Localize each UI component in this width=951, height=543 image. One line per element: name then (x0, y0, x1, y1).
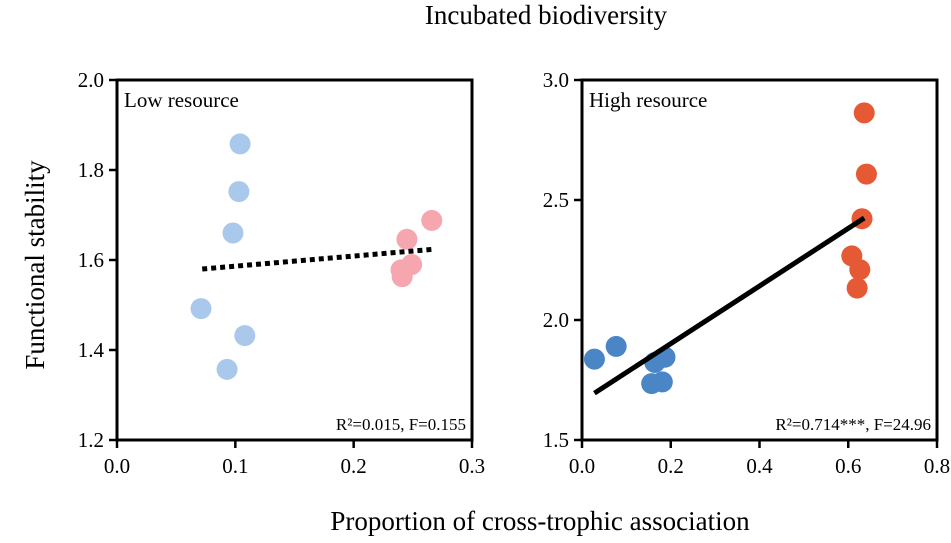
data-point-high-group-1 (651, 371, 673, 393)
regression-line (201, 246, 435, 272)
y-tick-label: 2.0 (78, 68, 104, 92)
x-tick-label: 0.6 (835, 454, 861, 478)
x-tick-label: 0.0 (104, 454, 130, 478)
x-tick-label: 0.8 (924, 454, 950, 478)
y-tick-label: 2.5 (543, 188, 569, 212)
y-tick-label: 1.4 (78, 338, 105, 362)
data-point-low-group-2 (421, 209, 443, 231)
y-tick-label: 3.0 (543, 68, 569, 92)
data-point-high-group-1 (583, 348, 605, 370)
data-point-low-group-1 (229, 133, 251, 155)
y-axis-label: Functional stability (20, 160, 50, 370)
panel-label: Low resource (124, 88, 239, 112)
data-point-low-group-1 (228, 181, 250, 203)
data-point-high-group-2 (853, 102, 875, 124)
x-tick-label: 0.3 (459, 454, 485, 478)
x-axis-label: Proportion of cross-trophic association (330, 506, 750, 536)
data-point-high-group-2 (855, 163, 877, 185)
data-point-high-group-1 (605, 335, 627, 357)
plot-frame (580, 78, 939, 442)
figure-title: Incubated biodiversity (425, 0, 668, 30)
data-point-low-group-1 (222, 222, 244, 244)
x-tick-label: 0.2 (341, 454, 367, 478)
x-tick-label: 0.1 (222, 454, 248, 478)
data-point-low-group-1 (216, 358, 238, 380)
x-tick-label: 0.2 (658, 454, 684, 478)
stat-annotation: R²=0.714***, F=24.96 (775, 415, 931, 434)
x-tick-label: 0.4 (746, 454, 773, 478)
y-tick-label: 1.2 (78, 428, 104, 452)
x-tick-label: 0.0 (569, 454, 595, 478)
data-point-high-group-2 (849, 259, 871, 281)
panel-label: High resource (589, 88, 707, 112)
data-point-low-group-2 (391, 266, 413, 288)
y-tick-label: 1.5 (543, 428, 569, 452)
y-tick-label: 2.0 (543, 308, 569, 332)
regression-line (593, 215, 866, 396)
y-tick-label: 1.8 (78, 158, 104, 182)
panel-high-resource: 1.5 2.0 2.5 3.0 0.0 0.2 0.4 0.6 0.8 High resource… (543, 68, 950, 478)
data-point-high-group-2 (846, 277, 868, 299)
panel-low-resource: 1.2 1.4 1.6 1.8 2.0 0.0 0.1 0.2 0.3 Low resource R… (78, 68, 485, 478)
data-point-low-group-2 (396, 228, 418, 250)
stat-annotation: R²=0.015, F=0.155 (336, 415, 466, 434)
data-point-low-group-1 (234, 325, 256, 347)
y-tick-label: 1.6 (78, 248, 104, 272)
data-point-low-group-1 (190, 298, 212, 320)
